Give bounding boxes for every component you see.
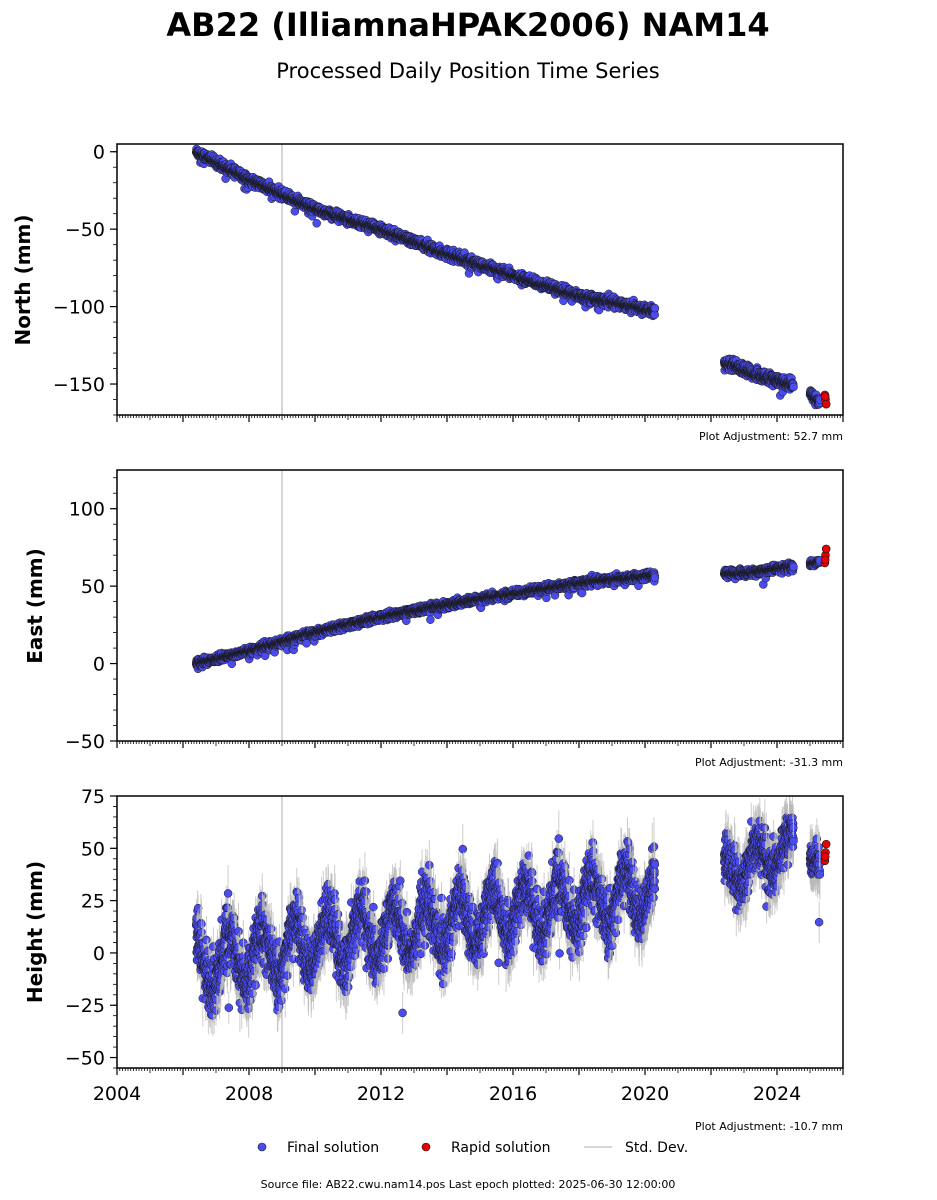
rapid-point bbox=[820, 392, 830, 401]
east-ylabel: East (mm) bbox=[23, 548, 47, 664]
plot-area bbox=[191, 144, 831, 415]
final-point bbox=[312, 219, 321, 228]
plot-area bbox=[191, 470, 831, 741]
north-adjustment-label: Plot Adjustment: 52.7 mm bbox=[699, 430, 843, 443]
east-panel: East (mm) Plot Adjustment: -31.3 mm 1005… bbox=[23, 469, 844, 769]
ytick-label: 0 bbox=[93, 142, 105, 164]
final-point bbox=[650, 303, 660, 313]
ytick-label: −150 bbox=[53, 374, 105, 396]
ytick-label: −50 bbox=[65, 219, 105, 241]
north-panel: North (mm) Plot Adjustment: 52.7 mm 0 −50… bbox=[11, 142, 844, 443]
figure-subtitle: Processed Daily Position Time Series bbox=[276, 59, 660, 83]
ytick-label: −100 bbox=[53, 297, 105, 319]
figure-title: AB22 (IlliamnaHPAK2006) NAM14 bbox=[166, 6, 769, 44]
north-ylabel: North (mm) bbox=[11, 214, 35, 345]
rapid-point bbox=[821, 399, 831, 409]
east-adjustment-label: Plot Adjustment: -31.3 mm bbox=[695, 756, 843, 769]
final-point bbox=[789, 382, 798, 392]
